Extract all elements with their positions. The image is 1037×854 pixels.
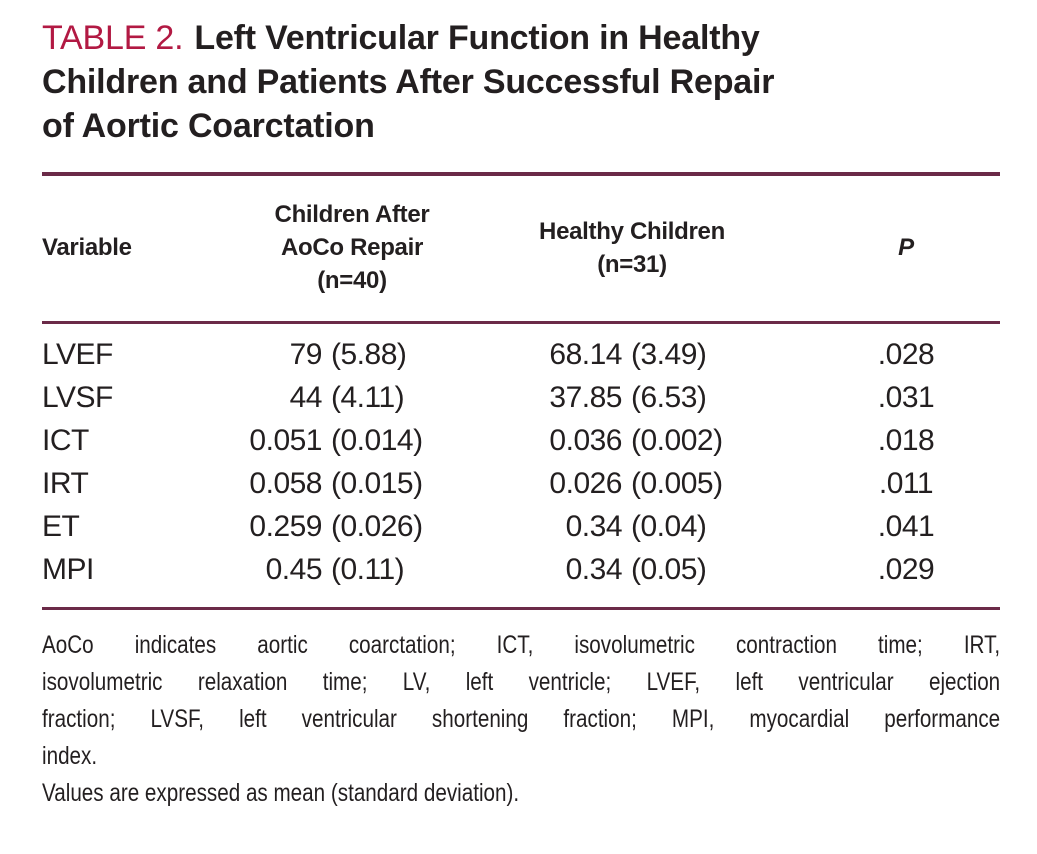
variable-cell: IRT [42, 467, 89, 500]
p-value-cell: .029 [877, 553, 935, 586]
healthy-sd-value: (0.005) [631, 467, 723, 500]
p-value-cell: .028 [877, 338, 935, 371]
aoco-value-cell: 0.051 (0.014) [232, 419, 472, 462]
table-title: TABLE 2. Left Ventricular Function in Hea… [42, 16, 1000, 148]
abbreviations-footnote: AoCo indicates aortic coarctation; ICT, … [42, 631, 1001, 770]
table-body: LVEF 79 (5.88) 68.14 (3.49) .028 LVSF 44 (4… [42, 323, 1000, 609]
healthy-sd-value: (0.05) [631, 553, 707, 586]
variable-cell: LVSF [42, 381, 113, 414]
aoco-sd-value: (4.11) [331, 381, 405, 414]
table-row-irt: IRT 0.058 (0.015) 0.026 (0.005) .011 [42, 462, 1000, 505]
column-header-healthy-children: Healthy Children (n=31) [539, 217, 725, 278]
aoco-mean-value: 0.051 [249, 424, 322, 457]
healthy-mean-value: 0.34 [565, 510, 623, 543]
aoco-value-cell: 0.45 (0.11) [232, 548, 472, 609]
aoco-mean-value: 0.259 [249, 510, 322, 543]
table-title-text: Left Ventricular Function in Healthy Chi… [42, 19, 775, 145]
table-footnotes: AoCo indicates aortic coarctation; ICT, … [42, 627, 1000, 812]
table-row-lvef: LVEF 79 (5.88) 68.14 (3.49) .028 [42, 323, 1000, 377]
aoco-mean-value: 44 [289, 381, 323, 414]
healthy-value-cell: 0.34 (0.05) [472, 548, 792, 609]
variable-cell: ICT [42, 424, 89, 457]
aoco-sd-value: (0.026) [331, 510, 423, 543]
column-header-variable: Variable [42, 234, 132, 261]
healthy-sd-value: (3.49) [631, 338, 707, 371]
aoco-mean-value: 79 [289, 338, 323, 371]
healthy-sd-value: (6.53) [631, 381, 707, 414]
healthy-mean-value: 0.026 [549, 467, 622, 500]
healthy-value-cell: 68.14 (3.49) [472, 323, 792, 377]
table-header: Variable Children After AoCo Repair (n=4… [42, 174, 1000, 323]
variable-cell: MPI [42, 553, 94, 586]
table-row-et: ET 0.259 (0.026) 0.34 (0.04) .041 [42, 505, 1000, 548]
healthy-value-cell: 0.026 (0.005) [472, 462, 792, 505]
healthy-value-cell: 37.85 (6.53) [472, 376, 792, 419]
p-value-cell: .041 [877, 510, 935, 543]
aoco-value-cell: 0.259 (0.026) [232, 505, 472, 548]
aoco-value-cell: 79 (5.88) [232, 323, 472, 377]
aoco-sd-value: (5.88) [331, 338, 407, 371]
healthy-sd-value: (0.04) [631, 510, 707, 543]
healthy-value-cell: 0.34 (0.04) [472, 505, 792, 548]
healthy-value-cell: 0.036 (0.002) [472, 419, 792, 462]
column-header-aoco-repair: Children After AoCo Repair (n=40) [274, 201, 430, 294]
healthy-sd-value: (0.002) [631, 424, 723, 457]
aoco-sd-value: (0.014) [331, 424, 423, 457]
aoco-sd-value: (0.11) [331, 553, 405, 586]
column-header-p-value: P [898, 234, 914, 261]
p-value-cell: .031 [877, 381, 935, 414]
healthy-mean-value: 0.036 [549, 424, 622, 457]
healthy-mean-value: 68.14 [549, 338, 622, 371]
healthy-mean-value: 37.85 [549, 381, 622, 414]
variable-cell: ET [42, 510, 80, 543]
values-note-footnote: Values are expressed as mean (standard d… [42, 779, 520, 807]
healthy-mean-value: 0.34 [565, 553, 623, 586]
header-row: Variable Children After AoCo Repair (n=4… [42, 174, 1000, 323]
aoco-sd-value: (0.015) [331, 467, 423, 500]
variable-cell: LVEF [42, 338, 113, 371]
p-value-cell: .018 [877, 424, 935, 457]
aoco-value-cell: 44 (4.11) [232, 376, 472, 419]
data-table: Variable Children After AoCo Repair (n=4… [42, 172, 1000, 610]
aoco-value-cell: 0.058 (0.015) [232, 462, 472, 505]
table-row-lvsf: LVSF 44 (4.11) 37.85 (6.53) .031 [42, 376, 1000, 419]
p-value-cell: .011 [878, 467, 934, 500]
table-number-label: TABLE 2. [42, 19, 184, 57]
table-figure: TABLE 2. Left Ventricular Function in Hea… [42, 16, 1000, 812]
table-row-ict: ICT 0.051 (0.014) 0.036 (0.002) .018 [42, 419, 1000, 462]
table-row-mpi: MPI 0.45 (0.11) 0.34 (0.05) .029 [42, 548, 1000, 609]
aoco-mean-value: 0.058 [249, 467, 322, 500]
aoco-mean-value: 0.45 [265, 553, 323, 586]
